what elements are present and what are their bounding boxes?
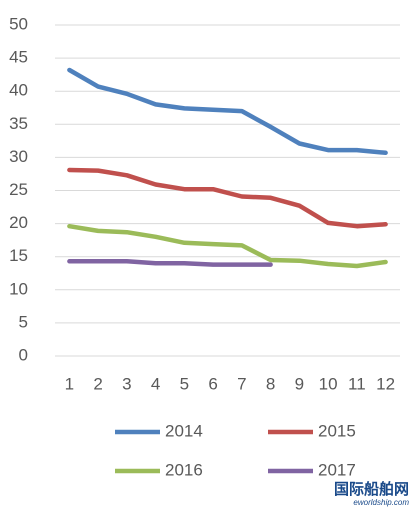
y-tick-label: 45 — [9, 48, 28, 67]
watermark-url: eworldship.com — [353, 498, 409, 507]
y-tick-label: 40 — [9, 81, 28, 100]
x-tick-label: 4 — [151, 374, 160, 393]
series-line — [67, 167, 388, 229]
x-tick-label: 5 — [180, 374, 189, 393]
y-tick-label: 25 — [9, 180, 28, 199]
y-tick-label: 30 — [9, 147, 28, 166]
series-line — [67, 259, 273, 267]
x-tick-label: 11 — [348, 374, 366, 393]
y-tick-label: 35 — [9, 114, 28, 133]
x-tick-label: 1 — [65, 374, 74, 393]
x-tick-label: 6 — [208, 374, 217, 393]
x-tick-label: 10 — [319, 374, 338, 393]
legend-label: 2015 — [318, 421, 356, 440]
y-tick-label: 0 — [19, 345, 28, 364]
y-tick-label: 10 — [9, 279, 28, 298]
series-line — [67, 67, 388, 156]
x-tick-label: 8 — [266, 374, 275, 393]
y-tick-label: 50 — [9, 14, 28, 33]
x-tick-label: 3 — [122, 374, 131, 393]
y-tick-label: 15 — [9, 246, 28, 265]
legend-label: 2014 — [165, 421, 203, 440]
x-tick-label: 9 — [295, 374, 304, 393]
x-tick-label: 7 — [237, 374, 246, 393]
y-tick-label: 20 — [9, 213, 28, 232]
x-tick-label: 12 — [376, 374, 395, 393]
x-tick-label: 2 — [93, 374, 102, 393]
legend-label: 2017 — [318, 460, 356, 479]
watermark: 国际船舶网 — [334, 480, 409, 498]
legend-label: 2016 — [165, 460, 203, 479]
series-line — [67, 223, 388, 269]
y-tick-label: 5 — [19, 312, 28, 331]
